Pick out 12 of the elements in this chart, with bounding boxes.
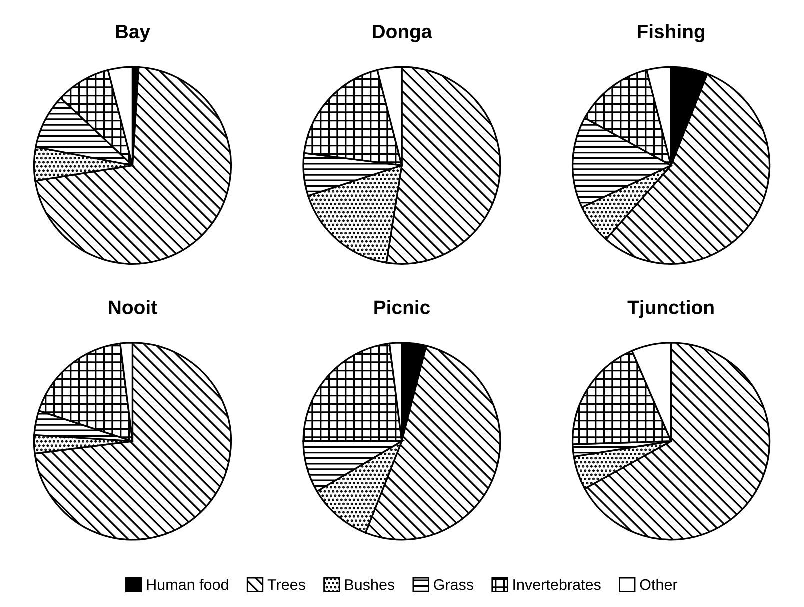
chart-title: Donga	[373, 24, 432, 42]
chart-title: Bay	[116, 25, 150, 42]
legend-label: Grass	[434, 579, 474, 590]
legend-label: Human food	[147, 579, 228, 590]
chart-title: Picnic	[374, 300, 430, 314]
legend-label: Invertebrates	[514, 579, 601, 590]
legend-label: Trees	[268, 580, 306, 590]
chart-title: Tjunction	[628, 300, 714, 318]
legend-label: Other	[640, 579, 678, 590]
legend-label: Bushes	[345, 579, 395, 590]
chart-title: Fishing	[638, 24, 705, 42]
chart-title: Nooit	[109, 300, 158, 314]
